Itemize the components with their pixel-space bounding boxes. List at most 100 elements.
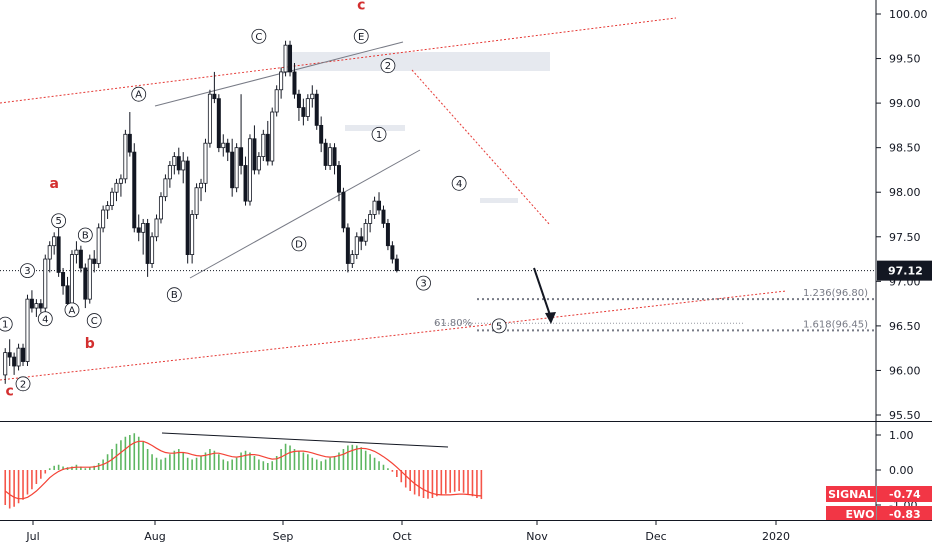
x-tick-label: Oct (392, 530, 412, 543)
candle-body (230, 151, 235, 189)
candle-body (21, 347, 26, 362)
candle-body (296, 93, 301, 108)
wave-label-circle (251, 28, 267, 44)
triangle-upper-line (154, 41, 404, 107)
candle-body (132, 151, 137, 229)
wave-label: 5 (55, 216, 61, 227)
candle-body (359, 236, 364, 242)
wave-label: C (255, 32, 262, 43)
wave-label-circle (380, 58, 396, 74)
wave-label-circle (86, 313, 102, 328)
candle-body (167, 165, 172, 180)
candle-body (368, 214, 373, 224)
candle-body (256, 156, 261, 171)
candle-body (78, 249, 83, 269)
candle-body (127, 133, 132, 153)
projection-arrow-head (545, 312, 556, 324)
candle-body (305, 98, 310, 117)
candle-body (270, 111, 275, 162)
resistance-zone (292, 52, 550, 71)
y-tick-label: 99.50 (889, 53, 921, 66)
y-tick-label: 98.50 (889, 142, 921, 155)
candle-body (96, 227, 101, 264)
fib-label-1236: 1.236(96.80) (803, 288, 868, 299)
candle-body (69, 254, 74, 305)
wave-label-circle (77, 227, 93, 243)
candle-body (354, 236, 359, 255)
candle-body (207, 93, 212, 144)
candle-body (141, 223, 146, 233)
candle-body (34, 303, 39, 309)
ewo-value-badge (877, 506, 932, 520)
x-tick-label: Sep (273, 530, 294, 543)
wave-label-circle (451, 175, 467, 191)
wave-label: B (171, 290, 178, 301)
candle-body (185, 160, 190, 256)
triangle-lower-line (189, 149, 421, 279)
candle-body (194, 187, 199, 215)
candle-body (7, 352, 12, 358)
y-tick-label: 99.00 (889, 97, 921, 110)
candle-body (372, 200, 377, 215)
candle-body (328, 147, 333, 166)
candle-body (190, 214, 195, 255)
candle-body (288, 44, 293, 73)
x-axis: Jul Aug Sep Oct Nov Dec 2020 (0, 520, 932, 543)
candle-body (16, 347, 21, 367)
candle-body (61, 272, 66, 287)
candle-body (199, 182, 204, 189)
candle-body (136, 227, 141, 233)
wave-label: 4 (42, 314, 48, 325)
candle-body (43, 258, 48, 309)
candle-body (29, 298, 34, 309)
wave-label: 3 (420, 279, 426, 290)
y-tick-label: 98.00 (889, 186, 921, 199)
candle-body (181, 160, 186, 171)
upper-channel-line (0, 17, 677, 104)
wave-label: 2 (20, 379, 26, 390)
x-tick-label: 2020 (762, 530, 790, 543)
divergence-line (161, 432, 449, 448)
candle-body (25, 298, 30, 362)
candle-body (158, 196, 163, 220)
candle-body (12, 356, 17, 367)
candle-body (363, 223, 368, 242)
candle-body (52, 236, 57, 247)
candle-body (123, 133, 128, 180)
candle-body (212, 93, 217, 100)
candle-body (176, 156, 181, 171)
candle-body (47, 245, 52, 260)
candle-body (247, 138, 252, 202)
y-tick-label: 96.50 (889, 320, 921, 333)
candle-body (252, 138, 257, 171)
wave-label: 3 (24, 266, 30, 277)
annotation-layer: 1.236(96.80) 1.618(96.45) 61.80% (0, 17, 876, 381)
x-tick-label: Nov (526, 530, 548, 543)
candle-body (243, 165, 248, 202)
wave-label-circle (291, 236, 307, 252)
candle-body (114, 182, 119, 193)
candle-body (381, 209, 386, 224)
candle-body (74, 249, 79, 255)
projection-arrow-line (533, 267, 552, 319)
candle-body (163, 178, 168, 198)
candle-body (345, 227, 350, 264)
downtrend-line (411, 69, 551, 226)
y-tick-label: 97.50 (889, 231, 921, 244)
price-badge-value: 97.12 (888, 265, 923, 278)
wave-label: A (135, 90, 142, 101)
candle-body (65, 285, 70, 305)
candle-body (377, 200, 382, 211)
candle-body (83, 267, 88, 300)
wave-label-circle (20, 263, 35, 279)
candle-body (154, 218, 159, 238)
candle-body (225, 142, 230, 153)
candle-body (105, 205, 110, 211)
candle-body (265, 133, 270, 162)
candle-body (216, 98, 221, 149)
x-tick-label: Aug (144, 530, 165, 543)
wave-label-circle (166, 287, 182, 303)
wave-label-circle (491, 318, 507, 334)
wave-label-red: c (357, 0, 365, 14)
